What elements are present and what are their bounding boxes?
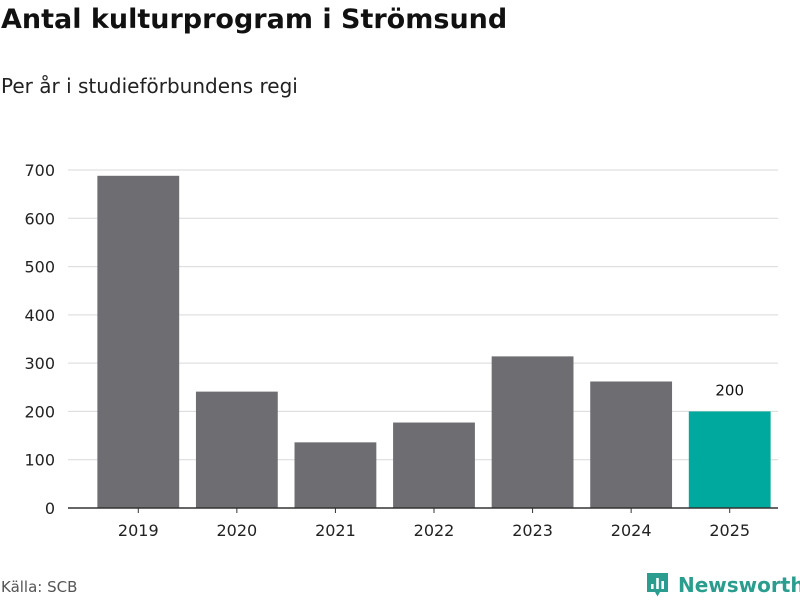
x-tick-label: 2024 (611, 521, 652, 540)
chart-subtitle: Per år i studieförbundens regi (1, 74, 298, 98)
bar-2024 (590, 381, 673, 508)
bar-2022 (393, 422, 475, 508)
x-tick-label: 2022 (414, 521, 455, 540)
y-tick-label: 600 (24, 209, 55, 228)
gridlines (68, 169, 778, 461)
x-tick-label: 2025 (709, 521, 750, 540)
bar-2021 (294, 442, 377, 508)
x-tick-label: 2019 (118, 521, 159, 540)
y-tick-label: 500 (24, 258, 55, 277)
y-tick-label: 100 (24, 451, 55, 470)
bar-2019 (97, 175, 180, 508)
bar-2020 (195, 391, 278, 508)
data-labels: 200 (715, 381, 744, 399)
bars (97, 175, 771, 508)
brand-logo: Newsworthy (645, 571, 800, 599)
brand-name: Newsworthy (678, 573, 800, 597)
chart-title: Antal kulturprogram i Strömsund (1, 4, 508, 35)
bar-2025 (688, 411, 771, 508)
y-tick-label: 700 (24, 161, 55, 180)
y-tick-label: 0 (45, 499, 55, 518)
data-label: 200 (715, 381, 744, 399)
y-tick-label: 300 (24, 354, 55, 373)
y-axis-ticks: 0 100 200 300 400 500 600 700 (24, 161, 55, 518)
x-tick-label: 2020 (216, 521, 257, 540)
x-axis-ticks: 2019 2020 2021 2022 2023 2024 2025 (118, 508, 750, 540)
source-note: Källa: SCB (1, 578, 78, 596)
x-tick-label: 2021 (315, 521, 356, 540)
newsworthy-logo-icon (647, 573, 668, 597)
y-tick-label: 400 (24, 306, 55, 325)
y-tick-label: 200 (24, 402, 55, 421)
x-tick-label: 2023 (512, 521, 553, 540)
bar-2023 (491, 356, 574, 508)
